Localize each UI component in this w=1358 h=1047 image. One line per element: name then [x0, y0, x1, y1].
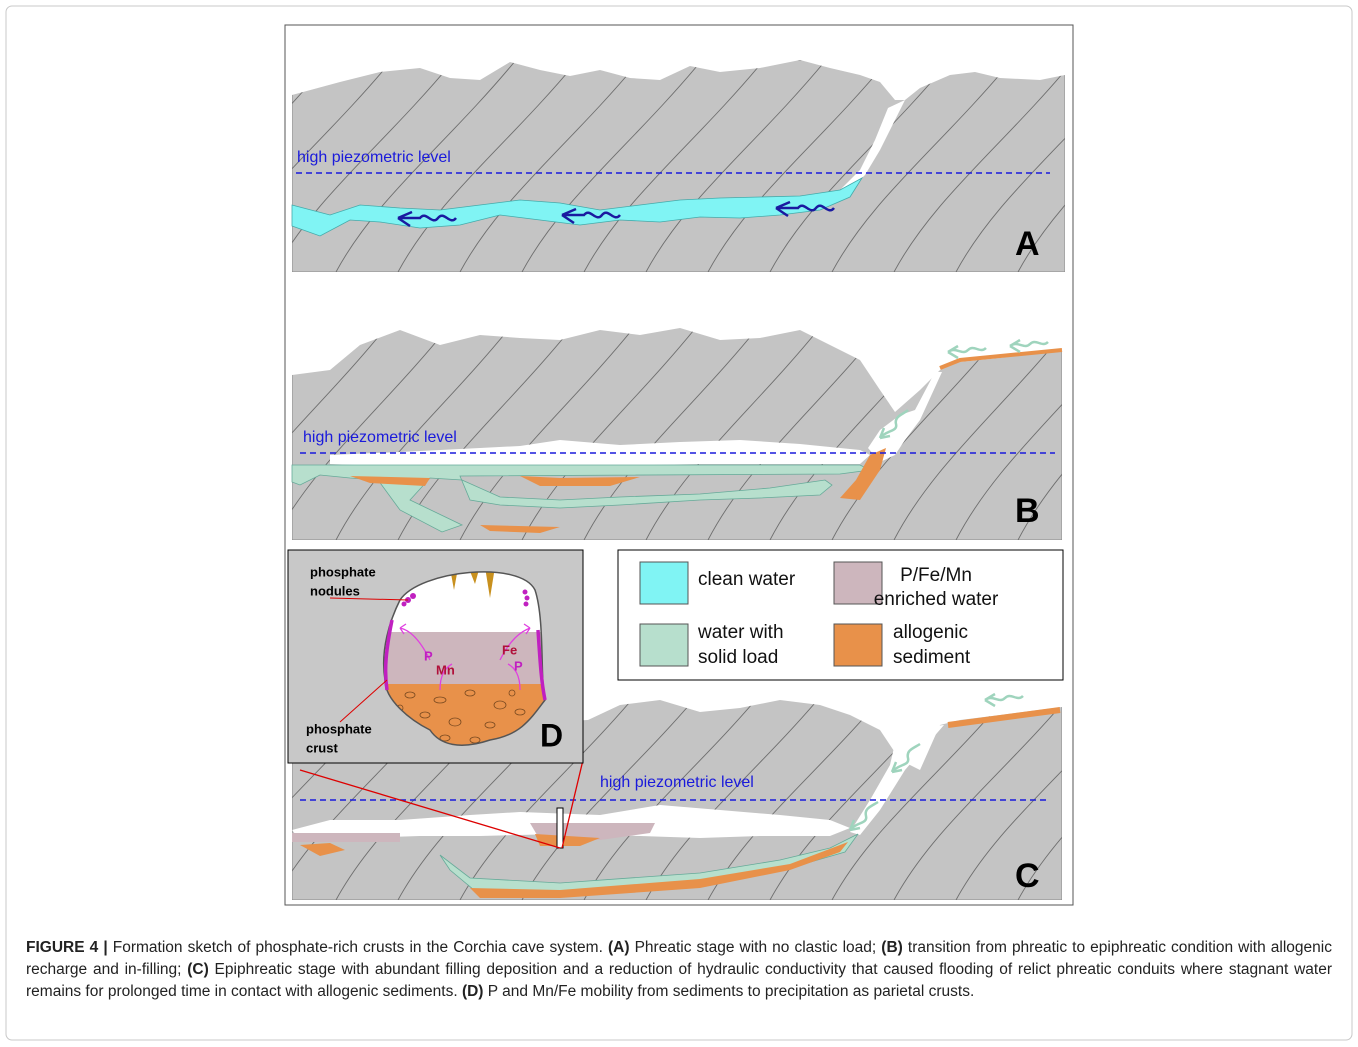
legend-label: allogenic	[893, 622, 968, 643]
inset-d: phosphate nodules phosphate crust P Mn F…	[288, 550, 583, 763]
water-level-label: high piezometric level	[600, 774, 754, 791]
caption-text: (C)	[187, 961, 209, 978]
element-label: Mn	[436, 662, 455, 677]
caption-text: (B)	[881, 939, 903, 956]
legend-label: solid load	[698, 647, 778, 668]
stratum	[1080, 320, 1260, 540]
legend-label: sediment	[893, 647, 971, 668]
panel-letter: C	[1015, 857, 1040, 895]
element-label: Fe	[502, 642, 517, 657]
caption-text: Formation sketch of phosphate-rich crust…	[113, 939, 603, 956]
element-label: P	[424, 648, 433, 663]
legend-label: water with	[697, 622, 784, 643]
panel-letter: D	[540, 717, 563, 753]
element-label: P	[514, 658, 523, 673]
caption-text: Phreatic stage with no clastic load;	[635, 939, 877, 956]
panel-letter: A	[1015, 225, 1040, 263]
panel-letter: B	[1015, 492, 1040, 530]
legend-swatch	[640, 624, 688, 666]
stratum	[1080, 690, 1260, 900]
legend: clean water P/Fe/Mn enriched water water…	[618, 550, 1063, 680]
enriched-water	[292, 833, 400, 842]
caption-text: (A)	[608, 939, 630, 956]
legend-label: clean water	[698, 569, 796, 590]
inset-label: phosphate	[306, 721, 372, 736]
caption: FIGURE 4 | Formation sketch of phosphate…	[26, 937, 1332, 1003]
legend-label: enriched water	[874, 589, 999, 610]
section-marker	[557, 808, 563, 848]
caption-label: FIGURE 4 |	[26, 939, 108, 956]
legend-label: P/Fe/Mn	[900, 565, 972, 586]
water-level-label: high piezometric level	[303, 429, 457, 446]
caption-text: P and Mn/Fe mobility from sediments to p…	[488, 983, 974, 1000]
caption-text: (D)	[462, 983, 484, 1000]
page: {"figure": { "panels": [ {"label": "A", …	[0, 0, 1358, 1047]
legend-swatch	[834, 624, 882, 666]
figure: high piezometric level A high piezometri…	[0, 0, 1358, 1047]
water-level-label: high piezometric level	[297, 149, 451, 166]
stratum	[1080, 60, 1260, 272]
inset-label: crust	[306, 740, 338, 755]
inset-label: phosphate	[310, 564, 376, 579]
legend-swatch	[640, 562, 688, 604]
panel-b: high piezometric level B	[150, 320, 1260, 540]
panel-a: high piezometric level A	[150, 60, 1260, 272]
inset-label: nodules	[310, 583, 360, 598]
